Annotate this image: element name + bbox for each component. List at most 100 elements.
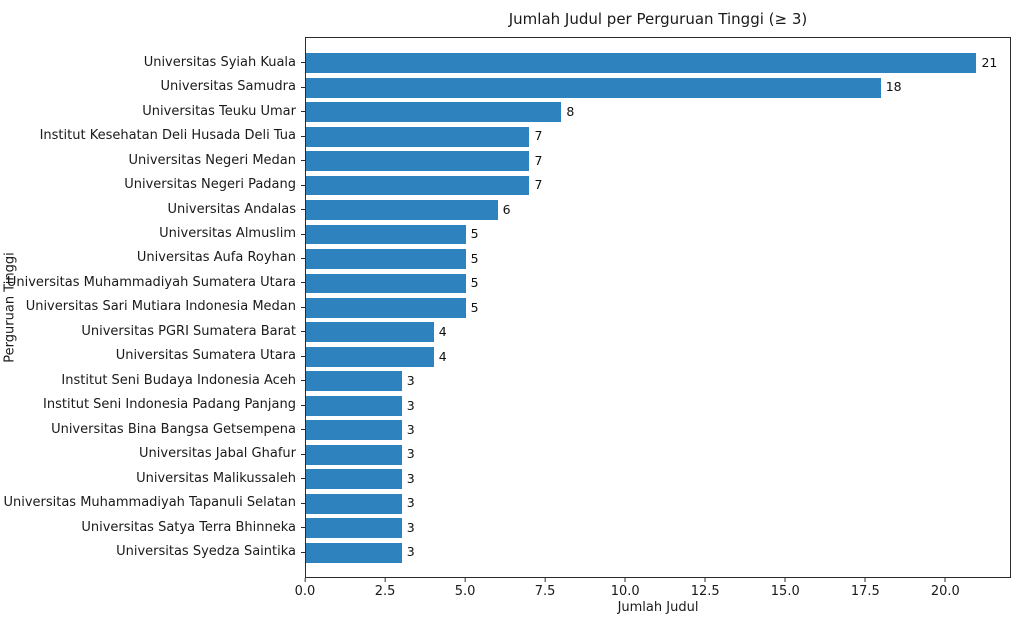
y-tick-label: Universitas Teuku Umar: [142, 103, 296, 119]
y-tick-row: Universitas Malikussaleh: [0, 466, 305, 490]
y-tick-label: Universitas Sumatera Utara: [115, 348, 296, 364]
x-tick-label: 10.0: [610, 584, 640, 599]
x-tick-label: 20.0: [930, 584, 960, 599]
bar: [306, 469, 402, 490]
x-ticks-container: 0.0 2.5 5.0 7.5 10.0 12.5 15.0 17.5 20.0: [295, 578, 1011, 604]
bar-row: 3: [306, 467, 1010, 491]
y-tick-mark: [301, 551, 305, 553]
y-tick-labels-container: Universitas Syiah Kuala Universitas Samud…: [0, 50, 305, 564]
bar-value-label: 5: [470, 299, 479, 315]
y-tick-mark: [301, 306, 305, 308]
y-tick-label: Universitas Almuslim: [159, 226, 296, 242]
bar-value-label: 6: [502, 201, 511, 217]
bar: [306, 395, 402, 416]
y-tick-label: Universitas Syiah Kuala: [143, 54, 296, 70]
x-tick-label: 0.0: [294, 584, 316, 599]
bar: [306, 420, 402, 441]
y-tick-mark: [301, 233, 305, 235]
bar: [306, 175, 530, 196]
x-tick: 17.5: [851, 578, 880, 598]
y-tick-row: Institut Seni Indonesia Padang Panjang: [0, 393, 305, 417]
bar: [306, 273, 466, 294]
y-tick-row: Universitas Sari Mutiara Indonesia Medan: [0, 295, 305, 319]
x-tick-mark: [304, 578, 306, 582]
bar-row: 5: [306, 247, 1010, 271]
y-tick-row: Universitas Syiah Kuala: [0, 50, 305, 74]
y-tick-label: Universitas Syedza Saintika: [116, 544, 296, 560]
bar-row: 7: [306, 149, 1010, 173]
x-tick: 0.0: [294, 578, 316, 599]
x-tick-mark: [464, 578, 466, 582]
bar-value-label: 7: [534, 152, 543, 168]
y-tick-mark: [301, 184, 305, 186]
y-tick-label: Universitas PGRI Sumatera Barat: [81, 323, 296, 339]
x-tick-mark: [864, 578, 866, 582]
bar: [306, 322, 434, 343]
bar-row: 3: [306, 369, 1010, 393]
bar-value-label: 4: [438, 324, 447, 340]
bar: [306, 249, 466, 269]
x-tick-mark: [944, 578, 946, 582]
y-tick-label: Institut Seni Budaya Indonesia Aceh: [61, 372, 296, 388]
y-tick-label: Institut Seni Indonesia Padang Panjang: [43, 397, 296, 413]
y-tick-row: Universitas Satya Terra Bhinneka: [0, 515, 305, 539]
y-tick-mark: [301, 160, 305, 162]
x-tick-label: 17.5: [850, 584, 880, 599]
y-tick-mark: [301, 527, 305, 529]
y-tick-label: Universitas Muhammadiyah Sumatera Utara: [6, 274, 296, 290]
bar-value-label: 18: [885, 79, 902, 95]
bar-value-label: 3: [406, 495, 415, 511]
y-tick-row: Universitas Jabal Ghafur: [0, 442, 305, 466]
bar-row: 3: [306, 491, 1010, 515]
y-tick-label: Universitas Samudra: [160, 79, 296, 95]
bar-row: 7: [306, 173, 1010, 197]
bar-value-label: 3: [406, 422, 415, 438]
y-tick-row: Universitas Bina Bangsa Getsempena: [0, 417, 305, 441]
y-tick-row: Universitas Samudra: [0, 74, 305, 98]
bar-value-label: 3: [406, 470, 415, 486]
x-tick: 5.0: [455, 578, 475, 598]
y-tick-row: Universitas Syedza Saintika: [0, 539, 305, 563]
y-tick-label: Universitas Bina Bangsa Getsempena: [51, 421, 296, 437]
x-axis-label: Jumlah Judul: [617, 600, 699, 615]
y-tick-row: Universitas PGRI Sumatera Barat: [0, 319, 305, 343]
bar-value-label: 3: [406, 544, 415, 560]
x-tick-label: 7.5: [534, 584, 556, 599]
bar-value-label: 7: [534, 128, 543, 144]
x-tick-mark: [784, 578, 786, 582]
bar-value-label: 8: [566, 103, 575, 119]
y-tick-mark: [301, 111, 305, 113]
bar-row: 5: [306, 296, 1010, 320]
y-tick-mark: [301, 429, 305, 431]
bar-row: 5: [306, 222, 1010, 246]
bar-value-label: 3: [406, 446, 415, 462]
y-tick-mark: [301, 502, 305, 504]
bar: [306, 493, 402, 514]
bar: [306, 298, 466, 318]
bar-value-label: 3: [406, 519, 415, 535]
y-tick-row: Institut Kesehatan Deli Husada Deli Tua: [0, 123, 305, 147]
bar: [306, 53, 977, 74]
x-tick: 7.5: [534, 578, 556, 599]
y-tick-label: Institut Kesehatan Deli Husada Deli Tua: [39, 128, 296, 144]
y-tick-row: Universitas Teuku Umar: [0, 99, 305, 123]
bar: [306, 444, 402, 465]
bar-row: 3: [306, 540, 1010, 564]
bar-value-label: 5: [470, 250, 479, 266]
y-tick-mark: [301, 355, 305, 357]
x-tick-mark: [544, 578, 546, 582]
bar-value-label: 5: [470, 226, 479, 242]
bar-value-label: 5: [470, 275, 479, 291]
y-tick-row: Universitas Andalas: [0, 197, 305, 221]
bar-row: 3: [306, 443, 1010, 467]
bar-value-label: 3: [406, 373, 415, 389]
y-tick-mark: [301, 62, 305, 64]
chart-title: Jumlah Judul per Perguruan Tinggi (≥ 3): [508, 10, 808, 28]
bar-row: 5: [306, 271, 1010, 295]
bar-row: 8: [306, 100, 1010, 124]
y-tick-row: Universitas Negeri Medan: [0, 148, 305, 172]
x-tick: 12.5: [691, 578, 720, 598]
x-tick-label: 12.5: [690, 584, 720, 599]
y-tick-label: Universitas Malikussaleh: [136, 470, 296, 486]
